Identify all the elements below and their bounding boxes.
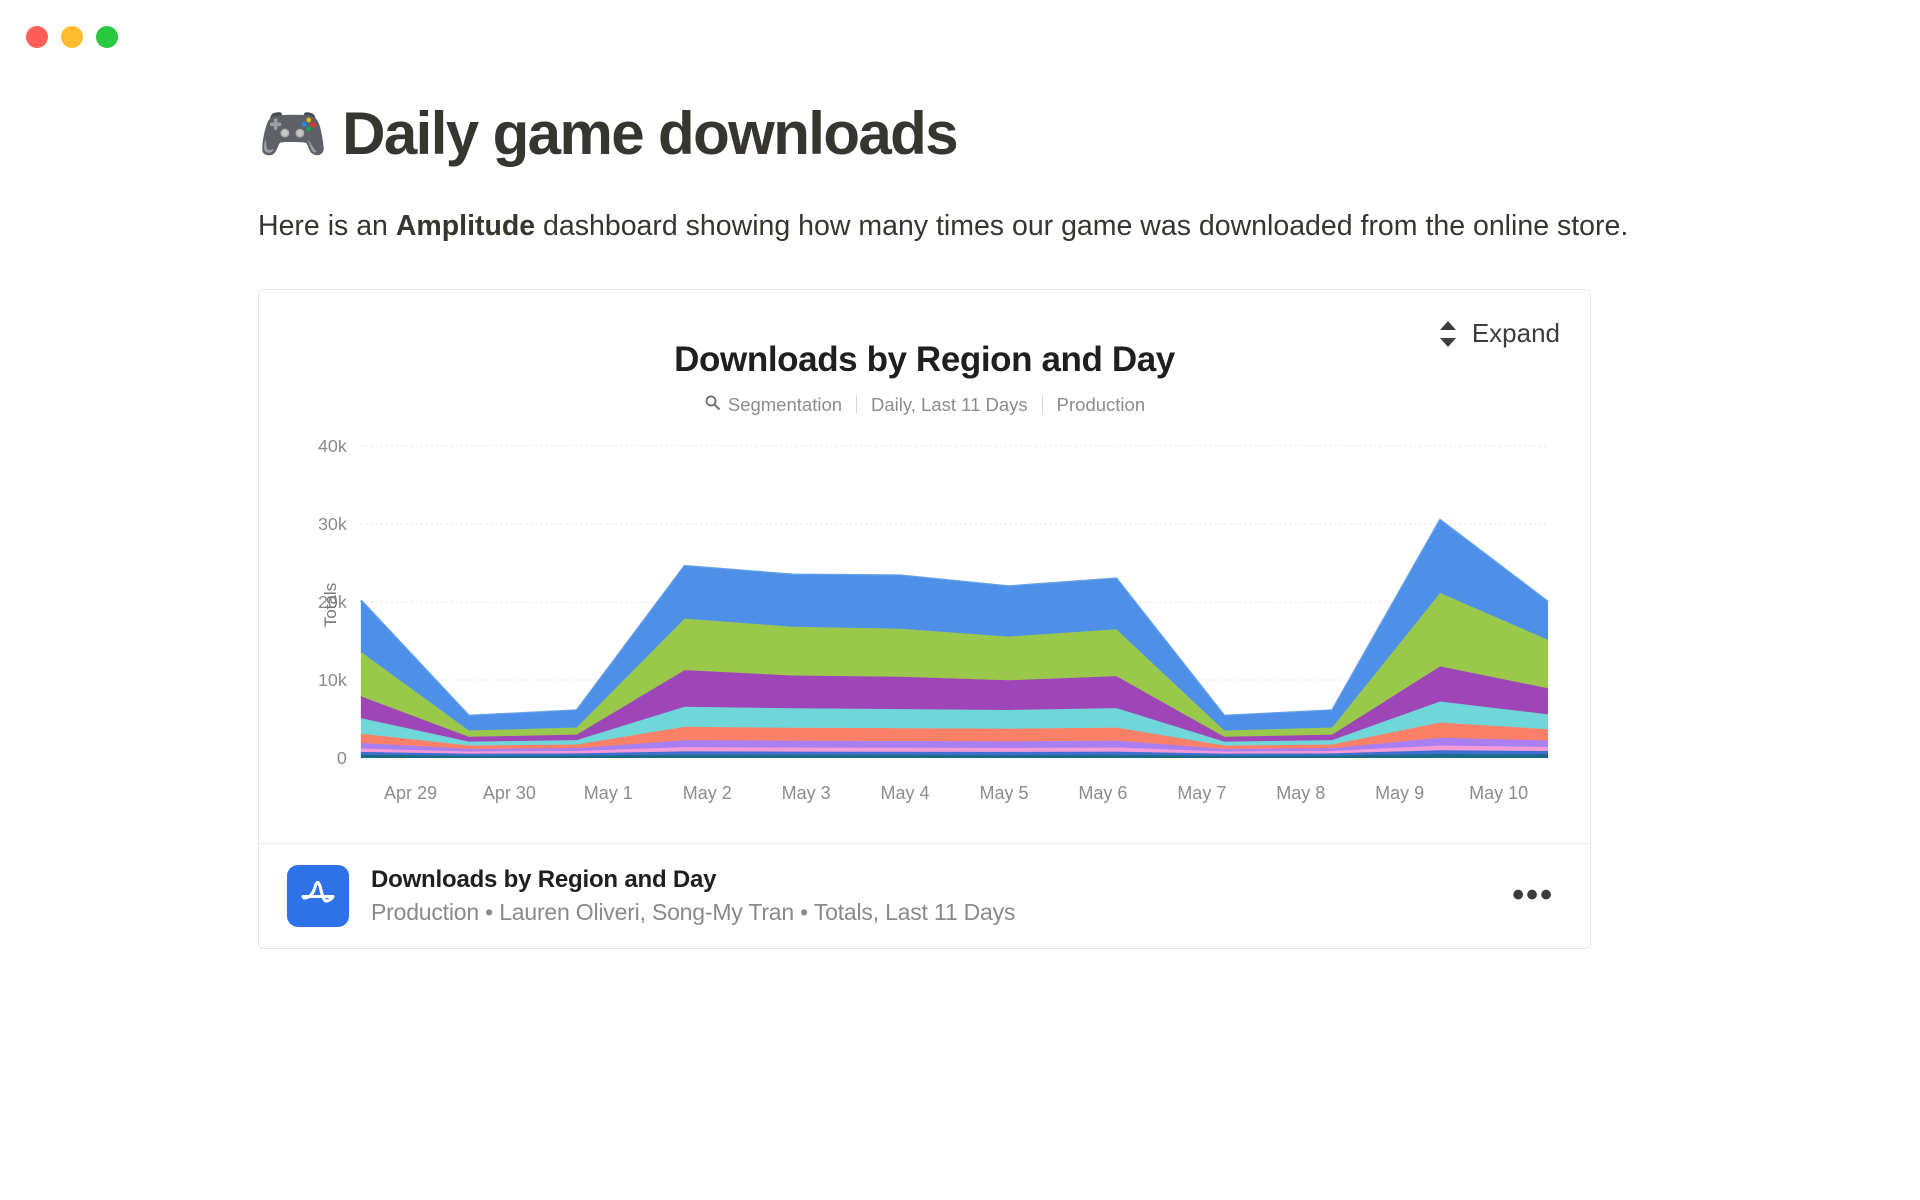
x-axis-tick-label: May 10 xyxy=(1469,782,1529,803)
x-axis-tick-label: May 1 xyxy=(583,782,633,803)
expand-button[interactable]: Expand xyxy=(1435,318,1560,350)
chart-title: Downloads by Region and Day xyxy=(674,339,1175,379)
paragraph-suffix: dashboard showing how many times our gam… xyxy=(535,210,1629,243)
chart-subtitle-range: Daily, Last 11 Days xyxy=(871,393,1028,415)
paragraph-prefix: Here is an xyxy=(258,210,396,243)
window-close-button[interactable] xyxy=(26,26,48,48)
chart-subtitle-row: Segmentation Daily, Last 11 Days Product… xyxy=(293,394,1556,416)
segmentation-magnifier-icon xyxy=(704,394,721,416)
y-axis-tick-label: 20k xyxy=(318,592,348,612)
x-axis-tick-label: May 2 xyxy=(682,782,732,803)
window-minimize-button[interactable] xyxy=(61,26,83,48)
area-series xyxy=(360,701,1549,746)
amplitude-logo-icon xyxy=(287,864,349,927)
plot-area: Totals 0 10k 20k 30k 40k Apr 29 Apr 30 May 1 Ma… xyxy=(293,440,1556,803)
y-axis-title: Totals xyxy=(321,582,341,627)
window-maximize-button[interactable] xyxy=(96,26,118,48)
area-series xyxy=(360,666,1549,742)
more-options-button[interactable]: ••• xyxy=(1512,875,1554,914)
chart-subtitle-environment: Production xyxy=(1056,393,1146,415)
chart-pane: Expand Downloads by Region and Day Segme… xyxy=(259,289,1590,843)
y-axis-tick-label: 0 xyxy=(337,748,347,768)
subtitle-divider-2 xyxy=(1041,395,1043,415)
x-axis-tick-label: May 7 xyxy=(1177,782,1227,803)
footer-text-block: Downloads by Region and Day Production •… xyxy=(371,866,1484,926)
y-axis-tick-label: 40k xyxy=(318,440,348,456)
chevron-updown-icon xyxy=(1435,318,1461,350)
embed-card-footer: Downloads by Region and Day Production •… xyxy=(259,842,1590,948)
y-axis-tick-label: 10k xyxy=(318,670,348,690)
x-axis-tick-label: May 8 xyxy=(1276,782,1326,803)
x-axis-labels: Apr 29 Apr 30 May 1 May 2 May 3 May 4 May 5 May… xyxy=(361,783,1548,804)
footer-chart-meta: Production • Lauren Oliveri, Song-My Tra… xyxy=(371,898,1016,925)
chart-subtitle-segmentation: Segmentation xyxy=(690,394,856,416)
page-title: 🎮 Daily game downloads xyxy=(258,100,1920,167)
x-axis-tick-label: May 3 xyxy=(781,782,831,803)
page-title-text: Daily game downloads xyxy=(342,100,958,167)
x-axis-tick-label: May 6 xyxy=(1078,782,1128,803)
x-axis-tick-label: May 4 xyxy=(880,782,930,803)
x-axis-tick-label: Apr 30 xyxy=(482,782,536,803)
paragraph-bold-term: Amplitude xyxy=(395,210,536,243)
amplitude-embed-card[interactable]: Expand Downloads by Region and Day Segme… xyxy=(258,288,1591,949)
area-series-line xyxy=(360,518,1549,717)
y-axis-tick-label: 30k xyxy=(318,514,348,534)
stacked-area-chart: 0 10k 20k 30k 40k xyxy=(318,440,1549,768)
area-series xyxy=(360,519,1549,731)
x-axis-tick-label: Apr 29 xyxy=(383,782,437,803)
area-series xyxy=(360,592,1549,737)
area-series-line xyxy=(360,748,1549,755)
window-titlebar xyxy=(0,0,1920,74)
area-series-line xyxy=(360,700,1549,743)
footer-chart-title: Downloads by Region and Day xyxy=(371,865,717,893)
document-body: 🎮 Daily game downloads Here is an Amplit… xyxy=(0,74,1920,949)
area-series xyxy=(360,737,1549,752)
area-series xyxy=(360,722,1549,749)
intro-paragraph: Here is an Amplitude dashboard showing h… xyxy=(258,205,1648,249)
segmentation-label: Segmentation xyxy=(727,393,843,415)
gamepad-icon: 🎮 xyxy=(258,101,328,165)
subtitle-divider-1 xyxy=(856,395,858,415)
expand-button-label: Expand xyxy=(1471,318,1560,349)
x-axis-tick-label: May 5 xyxy=(979,782,1029,803)
x-axis-tick-label: May 9 xyxy=(1375,782,1425,803)
